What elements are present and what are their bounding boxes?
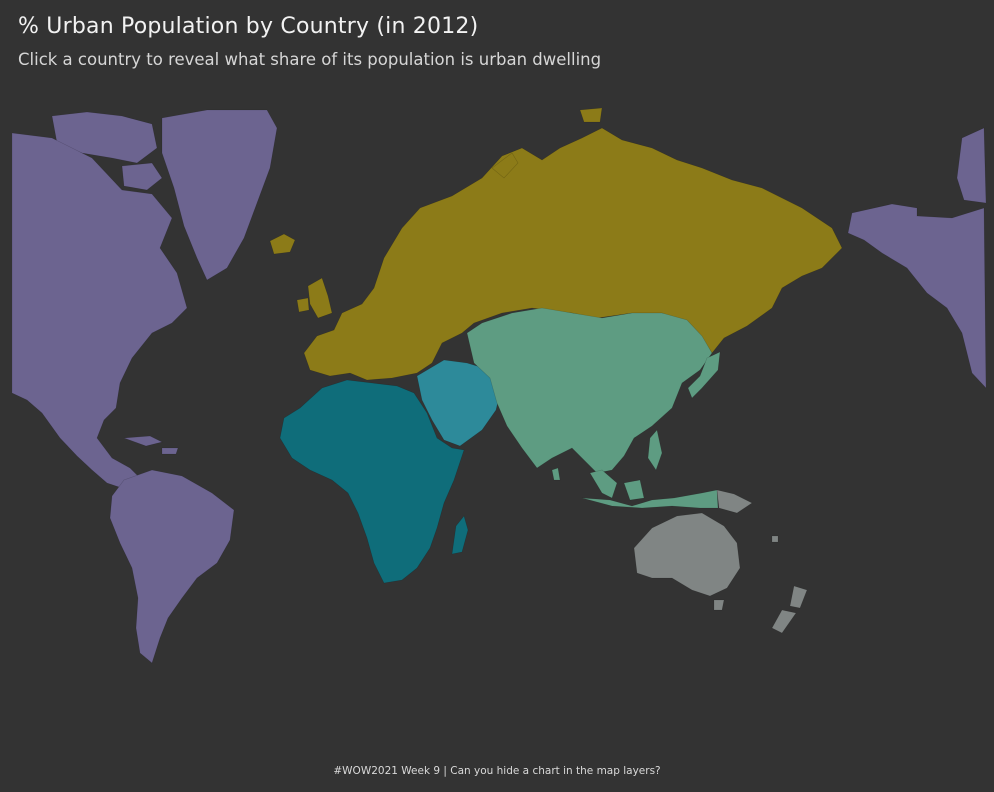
region-americas[interactable] (12, 109, 986, 664)
region-middle-east[interactable] (416, 359, 501, 447)
region-oceania[interactable] (633, 489, 808, 634)
page-subtitle: Click a country to reveal what share of … (18, 50, 602, 69)
region-europe-russia[interactable] (269, 108, 843, 381)
footer-caption: #WOW2021 Week 9 | Can you hide a chart i… (333, 765, 661, 777)
world-map[interactable] (12, 108, 986, 668)
page-title: % Urban Population by Country (in 2012) (18, 14, 479, 39)
region-africa[interactable] (279, 379, 469, 584)
region-asia[interactable] (466, 307, 721, 509)
